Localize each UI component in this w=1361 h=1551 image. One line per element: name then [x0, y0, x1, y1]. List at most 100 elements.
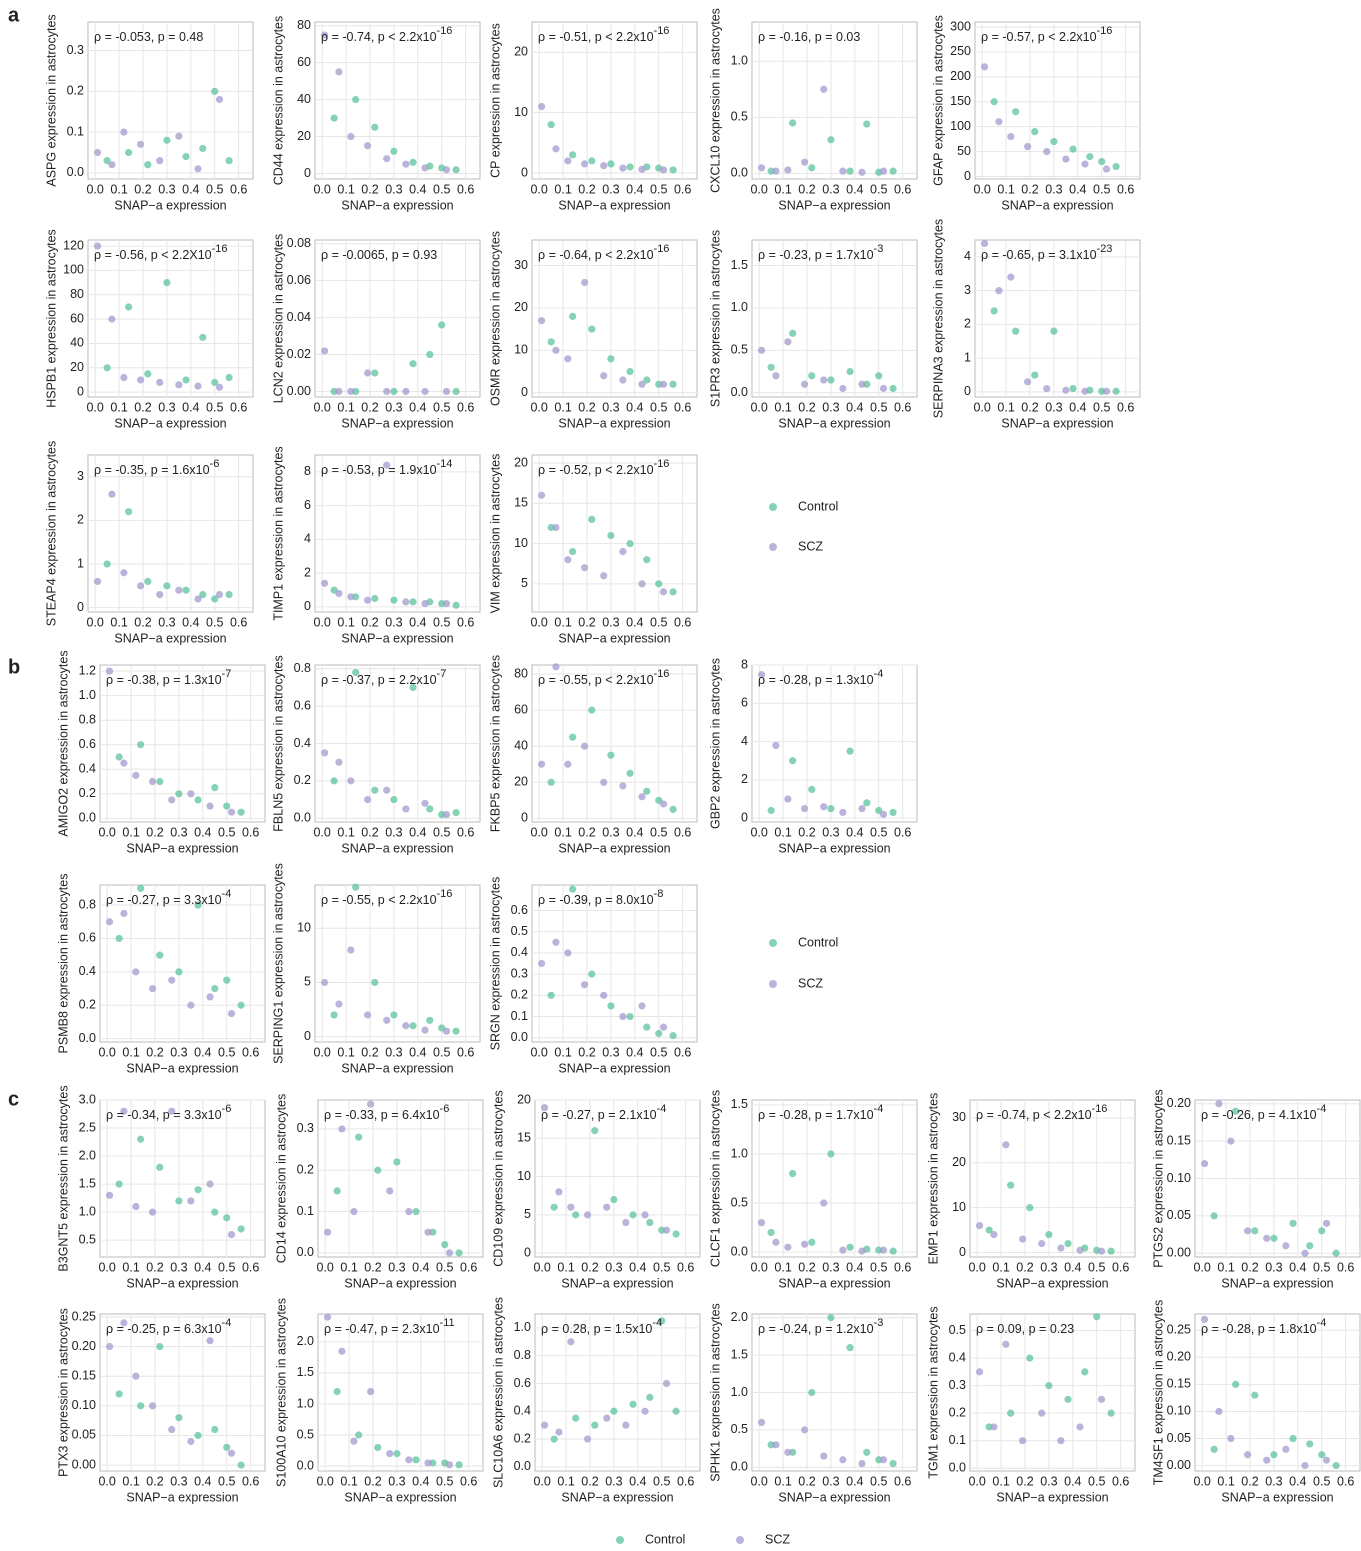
y-axis-label: CXCL10 expression in astrocytes: [708, 8, 722, 193]
y-tick-label: 5: [521, 576, 528, 590]
point: [772, 1441, 780, 1449]
point: [402, 1022, 410, 1030]
point: [347, 593, 355, 601]
point: [846, 747, 854, 755]
point: [619, 164, 627, 172]
annotation-exponent: -16: [654, 25, 670, 37]
y-tick-label: 0.4: [79, 964, 96, 978]
plot-frame: [99, 1313, 266, 1472]
point: [93, 148, 102, 157]
point: [199, 144, 207, 153]
x-tick-label: 0.5: [653, 1474, 670, 1488]
x-tick-label: 0.5: [1088, 1474, 1105, 1488]
point: [442, 810, 451, 819]
x-tick-label: 0.6: [1112, 1474, 1129, 1488]
y-tick-label: 0.08: [287, 236, 311, 250]
annotation-exponent: -6: [440, 1103, 450, 1115]
point: [156, 1163, 164, 1171]
point: [820, 85, 828, 93]
x-tick-label: 0.5: [433, 825, 450, 839]
point: [424, 1459, 432, 1467]
point: [347, 132, 355, 141]
x-tick-label: 0.2: [798, 825, 815, 839]
point: [1210, 1212, 1218, 1220]
x-tick-label: 0.0: [313, 182, 330, 196]
y-axis-label: TGM1 expression in astrocytes: [926, 1306, 940, 1478]
point: [237, 1225, 245, 1233]
point: [581, 564, 589, 572]
point: [412, 1207, 420, 1216]
x-tick-label: 0.2: [1241, 1474, 1258, 1488]
y-tick-label: 0: [741, 810, 748, 824]
point: [839, 384, 847, 393]
point: [409, 683, 417, 692]
point: [383, 786, 391, 794]
annotation: ρ = -0.64, p < 2.2x10-16: [538, 243, 669, 262]
point: [564, 157, 572, 165]
x-tick-label: 0.2: [1241, 1260, 1258, 1274]
x-tick-label: 0.6: [677, 1260, 694, 1274]
point: [405, 1456, 413, 1464]
annotation: ρ = -0.35, p = 1.6x10-6: [94, 458, 219, 477]
point: [1227, 1137, 1235, 1145]
x-tick-label: 0.0: [750, 1474, 767, 1488]
y-tick-label: 0.2: [67, 84, 84, 98]
point: [367, 1100, 375, 1108]
point: [132, 1372, 140, 1380]
y-axis-label: STEAP4 expression in astrocytes: [44, 441, 58, 627]
x-tick-label: 0.3: [605, 1260, 622, 1274]
point: [584, 1435, 592, 1443]
x-axis-label: SNAP−a expression: [1221, 1490, 1333, 1504]
plot-frame: [534, 1099, 701, 1258]
point: [607, 751, 615, 759]
point: [1244, 1451, 1252, 1459]
x-tick-label: 0.0: [533, 1260, 550, 1274]
annotation-exponent: -7: [437, 668, 447, 680]
x-tick-label: 0.5: [433, 400, 450, 414]
point: [156, 378, 164, 386]
x-tick-label: 0.3: [822, 1260, 839, 1274]
x-tick-label: 0.3: [1045, 182, 1062, 196]
y-tick-label: 2.0: [297, 1334, 314, 1348]
annotation-text: ρ = -0.74, p < 2.2x10: [976, 1108, 1092, 1122]
x-tick-label: 0.3: [170, 825, 187, 839]
x-tick-label: 0.3: [822, 400, 839, 414]
y-tick-label: 0.5: [731, 1195, 748, 1209]
x-tick-label: 0.4: [1069, 400, 1086, 414]
point: [156, 157, 164, 165]
y-tick-label: 2: [304, 565, 311, 579]
point: [879, 1246, 888, 1254]
point: [537, 760, 546, 768]
y-tick-label: 3: [964, 283, 971, 297]
x-tick-label: 0.1: [122, 1260, 139, 1274]
point: [875, 806, 883, 815]
point: [643, 556, 651, 564]
x-tick-label: 0.6: [894, 400, 911, 414]
point: [784, 1448, 792, 1456]
point: [638, 165, 646, 173]
x-tick-label: 0.2: [798, 1474, 815, 1488]
point: [863, 799, 871, 807]
point: [442, 599, 451, 608]
point: [1097, 1247, 1106, 1255]
point: [588, 706, 596, 714]
point: [564, 556, 572, 564]
x-tick-label: 0.2: [578, 182, 595, 196]
y-tick-label: 8: [304, 464, 311, 478]
point: [607, 160, 615, 168]
y-tick-label: 1.2: [79, 663, 96, 677]
y-tick-label: 0.5: [731, 1422, 748, 1436]
point: [643, 787, 651, 795]
annotation-text: ρ = -0.39, p = 8.0x10: [538, 893, 654, 907]
y-axis-label: HSPB1 expression in astrocytes: [44, 229, 58, 408]
annotation-exponent: -4: [1317, 1317, 1327, 1329]
annotation-text: ρ = -0.35, p = 1.6x10: [94, 463, 210, 477]
x-axis-label: SNAP−a expression: [344, 1276, 456, 1290]
point: [646, 1393, 654, 1401]
point: [335, 68, 343, 76]
plot-frame: [969, 1099, 1136, 1258]
point: [390, 387, 398, 396]
x-tick-label: 0.4: [412, 1260, 429, 1274]
x-tick-label: 0.2: [361, 400, 378, 414]
y-tick-label: 0.2: [297, 1163, 314, 1177]
